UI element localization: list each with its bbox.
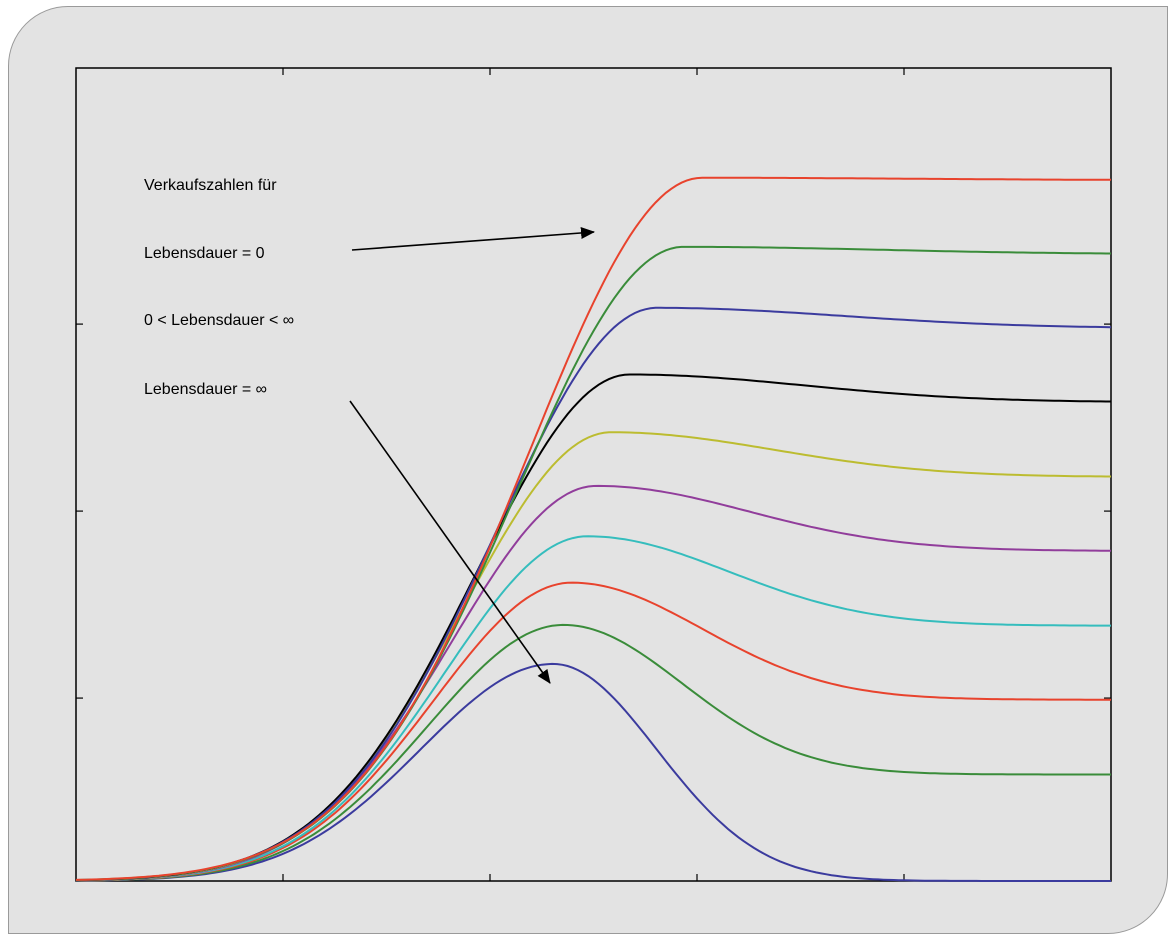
annotation-lifetime-mid: 0 < Lebensdauer < ∞ <box>144 312 294 329</box>
chart-card <box>8 6 1168 934</box>
series-line-9 <box>75 623 1111 882</box>
plot-frame <box>75 67 1112 882</box>
arrow-lifetime-zero <box>351 226 595 251</box>
series-group <box>75 176 1112 882</box>
series-line-5 <box>75 431 1111 882</box>
series-line-2 <box>75 245 1111 881</box>
series-line-10 <box>75 662 1111 882</box>
axis-ticks <box>76 68 1111 881</box>
series-line-7 <box>75 535 1111 882</box>
annotation-lifetime-zero: Lebensdauer = 0 <box>144 245 265 262</box>
annotation-heading: Verkaufszahlen für <box>144 177 277 194</box>
series-line-4 <box>75 373 1111 882</box>
series-line-6 <box>75 484 1111 882</box>
arrow-lifetime-infinite <box>349 400 551 684</box>
annotation-lifetime-infinite: Lebensdauer = ∞ <box>144 381 267 398</box>
series-line-1 <box>75 176 1111 881</box>
series-line-8 <box>76 581 1111 882</box>
